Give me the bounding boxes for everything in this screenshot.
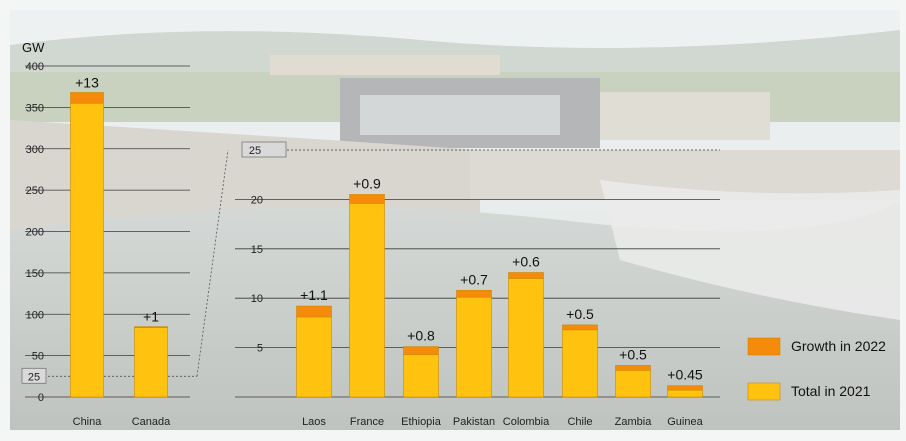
bar-growth-chile (562, 324, 598, 331)
bar-total-guinea (667, 389, 703, 398)
category-label-laos: Laos (302, 416, 326, 428)
left-y-tick-label: 300 (26, 144, 44, 156)
bar-total-china (70, 102, 104, 398)
left-y-tick-label: 400 (26, 61, 44, 73)
category-label-zambia: Zambia (615, 416, 653, 428)
bar-growth-zambia (615, 365, 651, 371)
left-y-tick-label: 0 (38, 392, 44, 404)
bar-growth-pakistan (456, 289, 492, 298)
left-y-tick-label: 150 (26, 268, 44, 280)
category-label-china: China (73, 416, 103, 428)
right-y-tick-label: 15 (251, 244, 263, 256)
zoom-marker-box-right (241, 141, 287, 158)
data-label-colombia: +0.6 (512, 254, 540, 270)
left-y-tick-label: 350 (26, 102, 44, 114)
data-label-pakistan: +0.7 (460, 271, 488, 287)
category-label-colombia: Colombia (503, 416, 550, 428)
category-label-guinea: Guinea (667, 416, 703, 428)
legend-swatch-total (747, 382, 781, 401)
right-y-tick-label: 5 (257, 343, 263, 355)
category-label-canada: Canada (132, 416, 171, 428)
legend-label-total: Total in 2021 (791, 383, 871, 399)
bar-total-canada (134, 327, 168, 398)
bar-total-chile (562, 329, 598, 398)
bar-total-colombia (508, 278, 544, 398)
category-label-france: France (350, 416, 384, 428)
bar-growth-china (70, 92, 104, 104)
bar-total-pakistan (456, 296, 492, 398)
data-label-france: +0.9 (353, 175, 381, 191)
legend-swatch-growth (747, 337, 781, 356)
zoom-marker-right: 25 (249, 145, 261, 157)
zoom-marker-box-left (21, 367, 47, 384)
left-y-tick-label: 50 (32, 351, 44, 363)
bar-growth-france (349, 194, 385, 204)
data-label-chile: +0.5 (566, 306, 594, 322)
zoom-marker-left: 25 (28, 371, 40, 383)
zoom-diagonal-line (196, 149, 229, 377)
data-label-china: +13 (75, 74, 99, 90)
bar-growth-ethiopia (403, 346, 439, 355)
category-label-chile: Chile (567, 416, 592, 428)
bar-total-france (349, 203, 385, 398)
left-y-tick-label: 250 (26, 185, 44, 197)
right-y-tick-label: 20 (251, 194, 263, 206)
bar-growth-laos (296, 305, 332, 318)
data-label-canada: +1 (143, 309, 159, 325)
bar-growth-canada (134, 326, 168, 328)
legend: Growth in 2022 Total in 2021 (747, 337, 886, 401)
right-y-tick-label: 10 (251, 293, 263, 305)
category-label-ethiopia: Ethiopia (401, 416, 442, 428)
bar-total-zambia (615, 370, 651, 398)
left-y-tick-label: 200 (26, 227, 44, 239)
chart-labels: GW +13 China +1 Canada +1.1 Laos +0.9 France +0.8… (22, 40, 704, 428)
left-gridlines: 0 50 100 150 200 250 300 350 400 (25, 61, 190, 404)
bar-total-ethiopia (403, 354, 439, 398)
y-axis-unit: GW (22, 40, 45, 55)
legend-label-growth: Growth in 2022 (791, 338, 886, 354)
left-bars (70, 92, 168, 398)
zoom-connector: 25 25 (21, 141, 287, 384)
bar-growth-guinea (667, 385, 703, 391)
data-label-guinea: +0.45 (667, 367, 703, 383)
data-label-zambia: +0.5 (619, 346, 647, 362)
data-label-ethiopia: +0.8 (407, 328, 435, 344)
category-label-pakistan: Pakistan (453, 416, 495, 428)
bar-growth-colombia (508, 272, 544, 279)
right-bars (296, 194, 703, 398)
bar-total-laos (296, 316, 332, 398)
data-label-laos: +1.1 (300, 287, 328, 303)
left-y-tick-label: 100 (26, 309, 44, 321)
